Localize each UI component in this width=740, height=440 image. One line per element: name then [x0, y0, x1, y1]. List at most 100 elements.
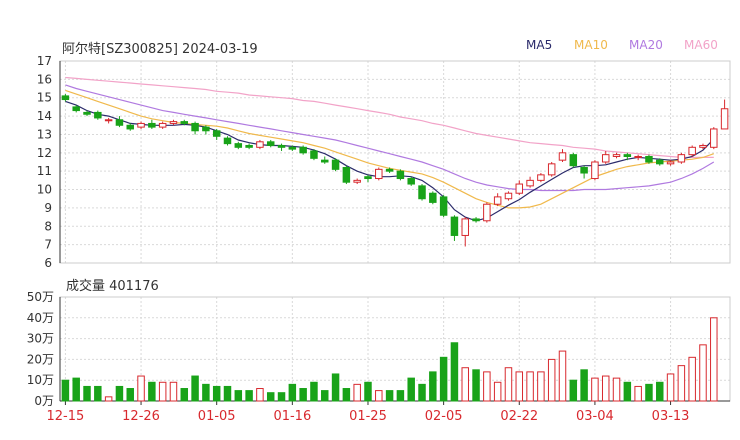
- candle-body: [202, 126, 210, 132]
- volume-bar: [677, 365, 686, 402]
- candle-body: [537, 174, 545, 181]
- candle-body: [331, 159, 340, 170]
- volume-bar: [158, 381, 167, 402]
- candle-body: [137, 122, 145, 128]
- x-tick-label: 12-15: [47, 409, 85, 424]
- volume-bar: [83, 385, 91, 402]
- candle-body: [299, 146, 307, 154]
- candle-body: [601, 154, 610, 163]
- volume-tick-label: 10万: [27, 373, 54, 387]
- volume-bar: [547, 358, 556, 402]
- volume-tick-label: 30万: [27, 332, 54, 346]
- volume-bar: [439, 356, 448, 402]
- volume-bar: [699, 344, 707, 402]
- legend-ma10: MA10: [574, 38, 608, 52]
- price-tick-label: 8: [44, 219, 52, 233]
- volume-bar: [418, 383, 426, 402]
- price-tick-label: 11: [37, 164, 52, 178]
- volume-bar: [72, 377, 80, 402]
- volume-bar: [234, 390, 243, 402]
- candle-body: [429, 192, 437, 203]
- candle-body: [353, 179, 361, 183]
- candle-body: [277, 144, 286, 148]
- candle-body: [634, 155, 642, 158]
- candle-body: [396, 170, 405, 180]
- candle-body: [407, 178, 415, 185]
- volume-bar: [493, 381, 502, 402]
- legend-ma20: MA20: [629, 38, 663, 52]
- candle-body: [310, 150, 318, 159]
- volume-bar: [169, 381, 178, 402]
- volume-bar: [450, 342, 459, 402]
- volume-bar: [94, 385, 102, 402]
- candle-body: [212, 130, 221, 137]
- candle-body: [418, 185, 426, 200]
- volume-bar: [137, 375, 145, 402]
- volume-bar: [299, 388, 307, 402]
- x-tick-label: 02-05: [425, 409, 463, 424]
- candle-body: [710, 128, 718, 148]
- candle-body: [688, 146, 696, 156]
- price-tick-label: 16: [37, 72, 52, 86]
- volume-bar: [666, 373, 675, 402]
- candle-body: [591, 161, 599, 180]
- candle-body: [72, 106, 80, 112]
- volume-bar: [504, 367, 513, 402]
- volume-bar: [407, 377, 415, 402]
- volume-bar: [688, 356, 696, 402]
- candle-body: [558, 152, 567, 161]
- volume-bar: [461, 367, 469, 402]
- volume-bar: [472, 369, 480, 402]
- volume-tick-label: 40万: [27, 311, 54, 325]
- volume-bar: [612, 377, 621, 402]
- volume-bar: [645, 383, 653, 402]
- ma60-line: [65, 76, 714, 158]
- volume-bar: [212, 385, 221, 402]
- volume-bar: [266, 392, 275, 402]
- candle-body: [115, 119, 124, 126]
- candle-body: [699, 144, 707, 148]
- candle-body: [656, 159, 664, 165]
- volume-bar: [710, 317, 718, 402]
- volume-bar: [526, 371, 534, 402]
- candle-body: [342, 167, 351, 183]
- candle-body: [94, 111, 102, 119]
- candle-body: [461, 218, 469, 236]
- candle-body: [515, 183, 524, 194]
- legend-ma60: MA60: [684, 38, 718, 52]
- volume-bar: [277, 392, 286, 402]
- candle-body: [439, 196, 448, 216]
- candle-body: [493, 196, 502, 205]
- volume-bar: [202, 383, 210, 402]
- volume-bar: [342, 388, 351, 402]
- volume-bar: [353, 383, 361, 402]
- candle-body: [526, 179, 534, 187]
- candle-body: [169, 121, 178, 124]
- volume-bar: [623, 381, 632, 402]
- price-tick-label: 12: [37, 146, 52, 160]
- volume-bar: [385, 390, 394, 402]
- volume-bar: [223, 385, 232, 402]
- volume-bar: [321, 390, 329, 402]
- volume-bar: [375, 390, 383, 402]
- candle-body: [288, 146, 297, 150]
- candle-body: [266, 141, 275, 146]
- volume-bar: [180, 388, 189, 402]
- ma20-line: [65, 84, 715, 192]
- candle-body: [104, 119, 113, 122]
- price-tick-label: 17: [37, 54, 52, 68]
- candle-body: [720, 108, 729, 130]
- price-panel-frame: [59, 60, 731, 264]
- candle-body: [385, 168, 394, 172]
- candle-body: [180, 121, 189, 124]
- x-tick-label: 01-05: [198, 409, 236, 424]
- volume-bar: [601, 375, 610, 402]
- volume-bar: [191, 375, 199, 402]
- x-tick-label: 03-13: [652, 409, 690, 424]
- price-tick-label: 15: [37, 91, 52, 105]
- volume-bar: [331, 373, 340, 402]
- volume-bar: [310, 381, 318, 402]
- candle-body: [504, 192, 513, 200]
- candle-body: [645, 155, 653, 163]
